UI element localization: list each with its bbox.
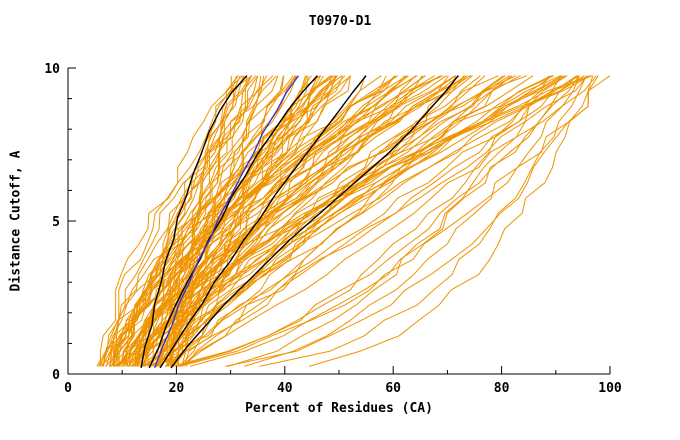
model-curve [137, 75, 332, 367]
model-curve [157, 75, 442, 367]
model-curve [115, 75, 274, 367]
model-curve [167, 75, 265, 367]
model-curve [127, 75, 259, 367]
model-curve [126, 75, 339, 367]
model-curve [142, 75, 398, 367]
model-curve [153, 75, 513, 367]
model-curve [133, 75, 312, 367]
model-curve [165, 75, 447, 367]
model-curve [109, 75, 441, 367]
model-curve [180, 75, 504, 367]
model-curve [170, 75, 241, 367]
model-curve [159, 75, 568, 367]
model-curve [101, 75, 278, 367]
model-curve [140, 75, 248, 369]
model-curve [171, 75, 352, 367]
model-curve [176, 75, 549, 367]
model-curve [170, 75, 435, 367]
x-tick-label: 60 [385, 381, 401, 396]
model-curve [134, 75, 468, 367]
model-curve [139, 75, 337, 367]
model-curve [101, 75, 253, 367]
model-curve [171, 75, 563, 367]
x-tick-label: 100 [598, 381, 622, 396]
model-curve [113, 75, 555, 367]
model-curve [244, 75, 580, 367]
model-curve [189, 75, 578, 367]
x-tick-label: 20 [169, 381, 185, 396]
model-curve [170, 75, 459, 369]
x-axis-label: Percent of Residues (CA) [245, 401, 433, 416]
model-curve [144, 75, 338, 367]
model-curve [143, 75, 589, 367]
model-curve [113, 75, 456, 367]
model-curve [308, 75, 594, 367]
model-curve [170, 75, 553, 367]
model-curve [259, 75, 587, 367]
model-curve [127, 75, 472, 367]
model-curve [185, 75, 580, 367]
model-curve [144, 75, 449, 367]
x-tick-label: 0 [64, 381, 72, 396]
model-curve [97, 75, 408, 367]
y-tick-label: 10 [44, 62, 60, 77]
model-curve [154, 75, 299, 369]
y-tick-label: 0 [52, 368, 60, 383]
model-curve [178, 75, 611, 367]
model-curve [99, 75, 243, 367]
model-curve [227, 75, 562, 367]
x-tick-label: 40 [277, 381, 293, 396]
chart-title: T0970-D1 [308, 14, 372, 29]
y-tick-label: 5 [52, 215, 60, 230]
model-curve [167, 75, 309, 367]
model-curve [148, 75, 318, 369]
x-tick-label: 80 [494, 381, 510, 396]
model-curve [181, 75, 597, 367]
model-curve [159, 75, 367, 369]
model-curve [164, 75, 521, 367]
model-curve [183, 75, 466, 367]
